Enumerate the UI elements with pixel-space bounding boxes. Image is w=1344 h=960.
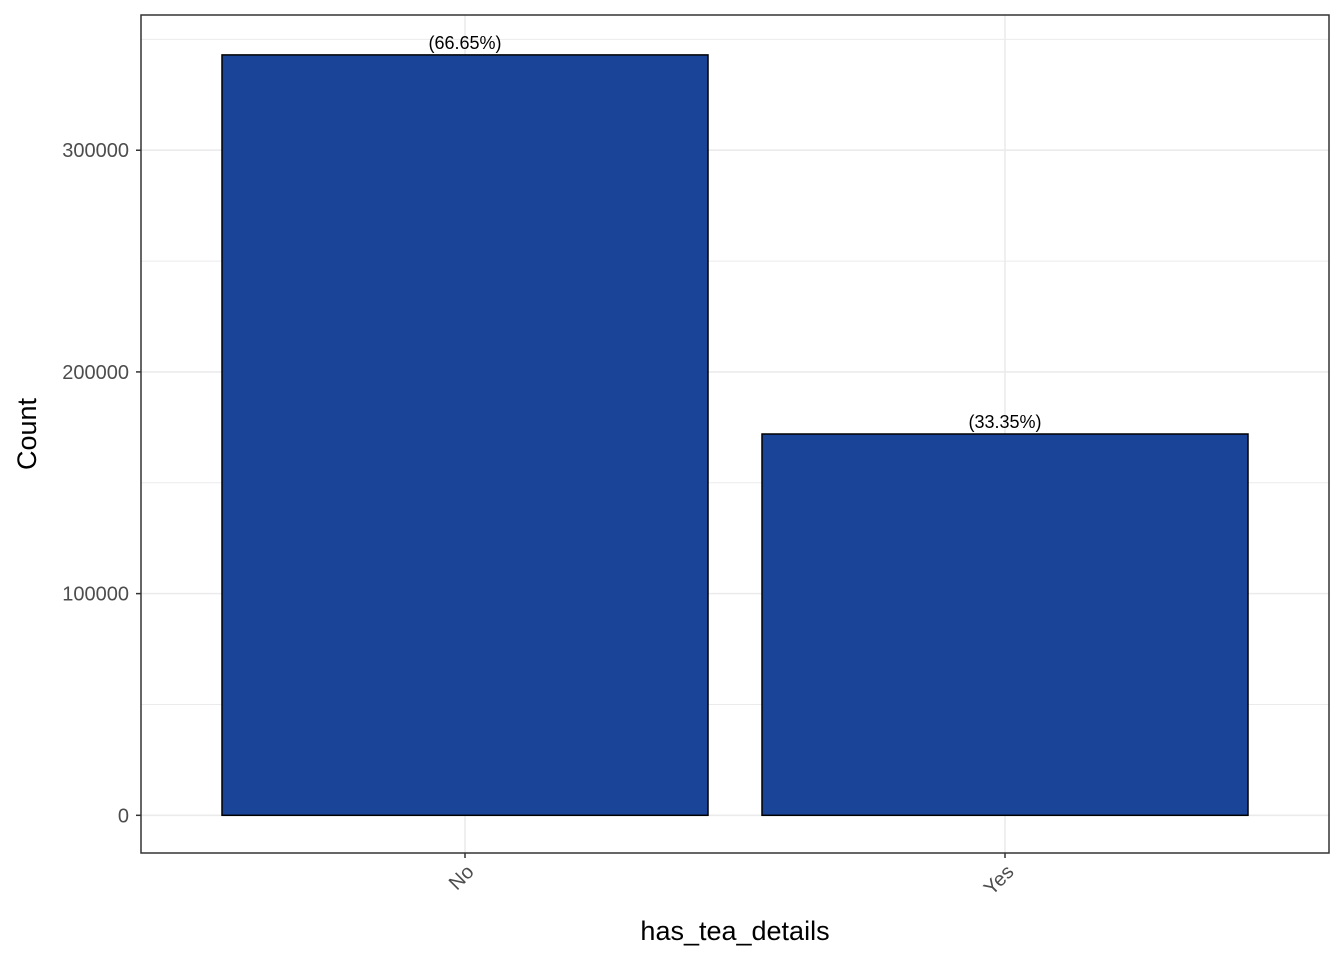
x-axis-title: has_tea_details bbox=[640, 916, 829, 946]
y-tick-label: 100000 bbox=[62, 584, 129, 606]
y-tick-label: 0 bbox=[118, 805, 129, 827]
x-tick-label-no: No bbox=[445, 861, 479, 895]
data-label-layer: (66.65%) (33.35%) bbox=[428, 33, 1041, 432]
x-tick-label-yes: Yes bbox=[980, 861, 1019, 900]
data-label-yes: (33.35%) bbox=[968, 412, 1041, 432]
y-axis-title: Count bbox=[12, 397, 42, 470]
plot-panel-border bbox=[140, 14, 1330, 854]
data-label-no: (66.65%) bbox=[428, 33, 501, 53]
y-tick-label: 300000 bbox=[62, 140, 129, 162]
bar-no bbox=[221, 54, 709, 817]
axis-layer: 0 100000 200000 300000 No Yes bbox=[62, 140, 1018, 899]
bar-yes bbox=[761, 433, 1249, 817]
bar-layer bbox=[221, 54, 1249, 817]
y-tick-label: 200000 bbox=[62, 362, 129, 384]
